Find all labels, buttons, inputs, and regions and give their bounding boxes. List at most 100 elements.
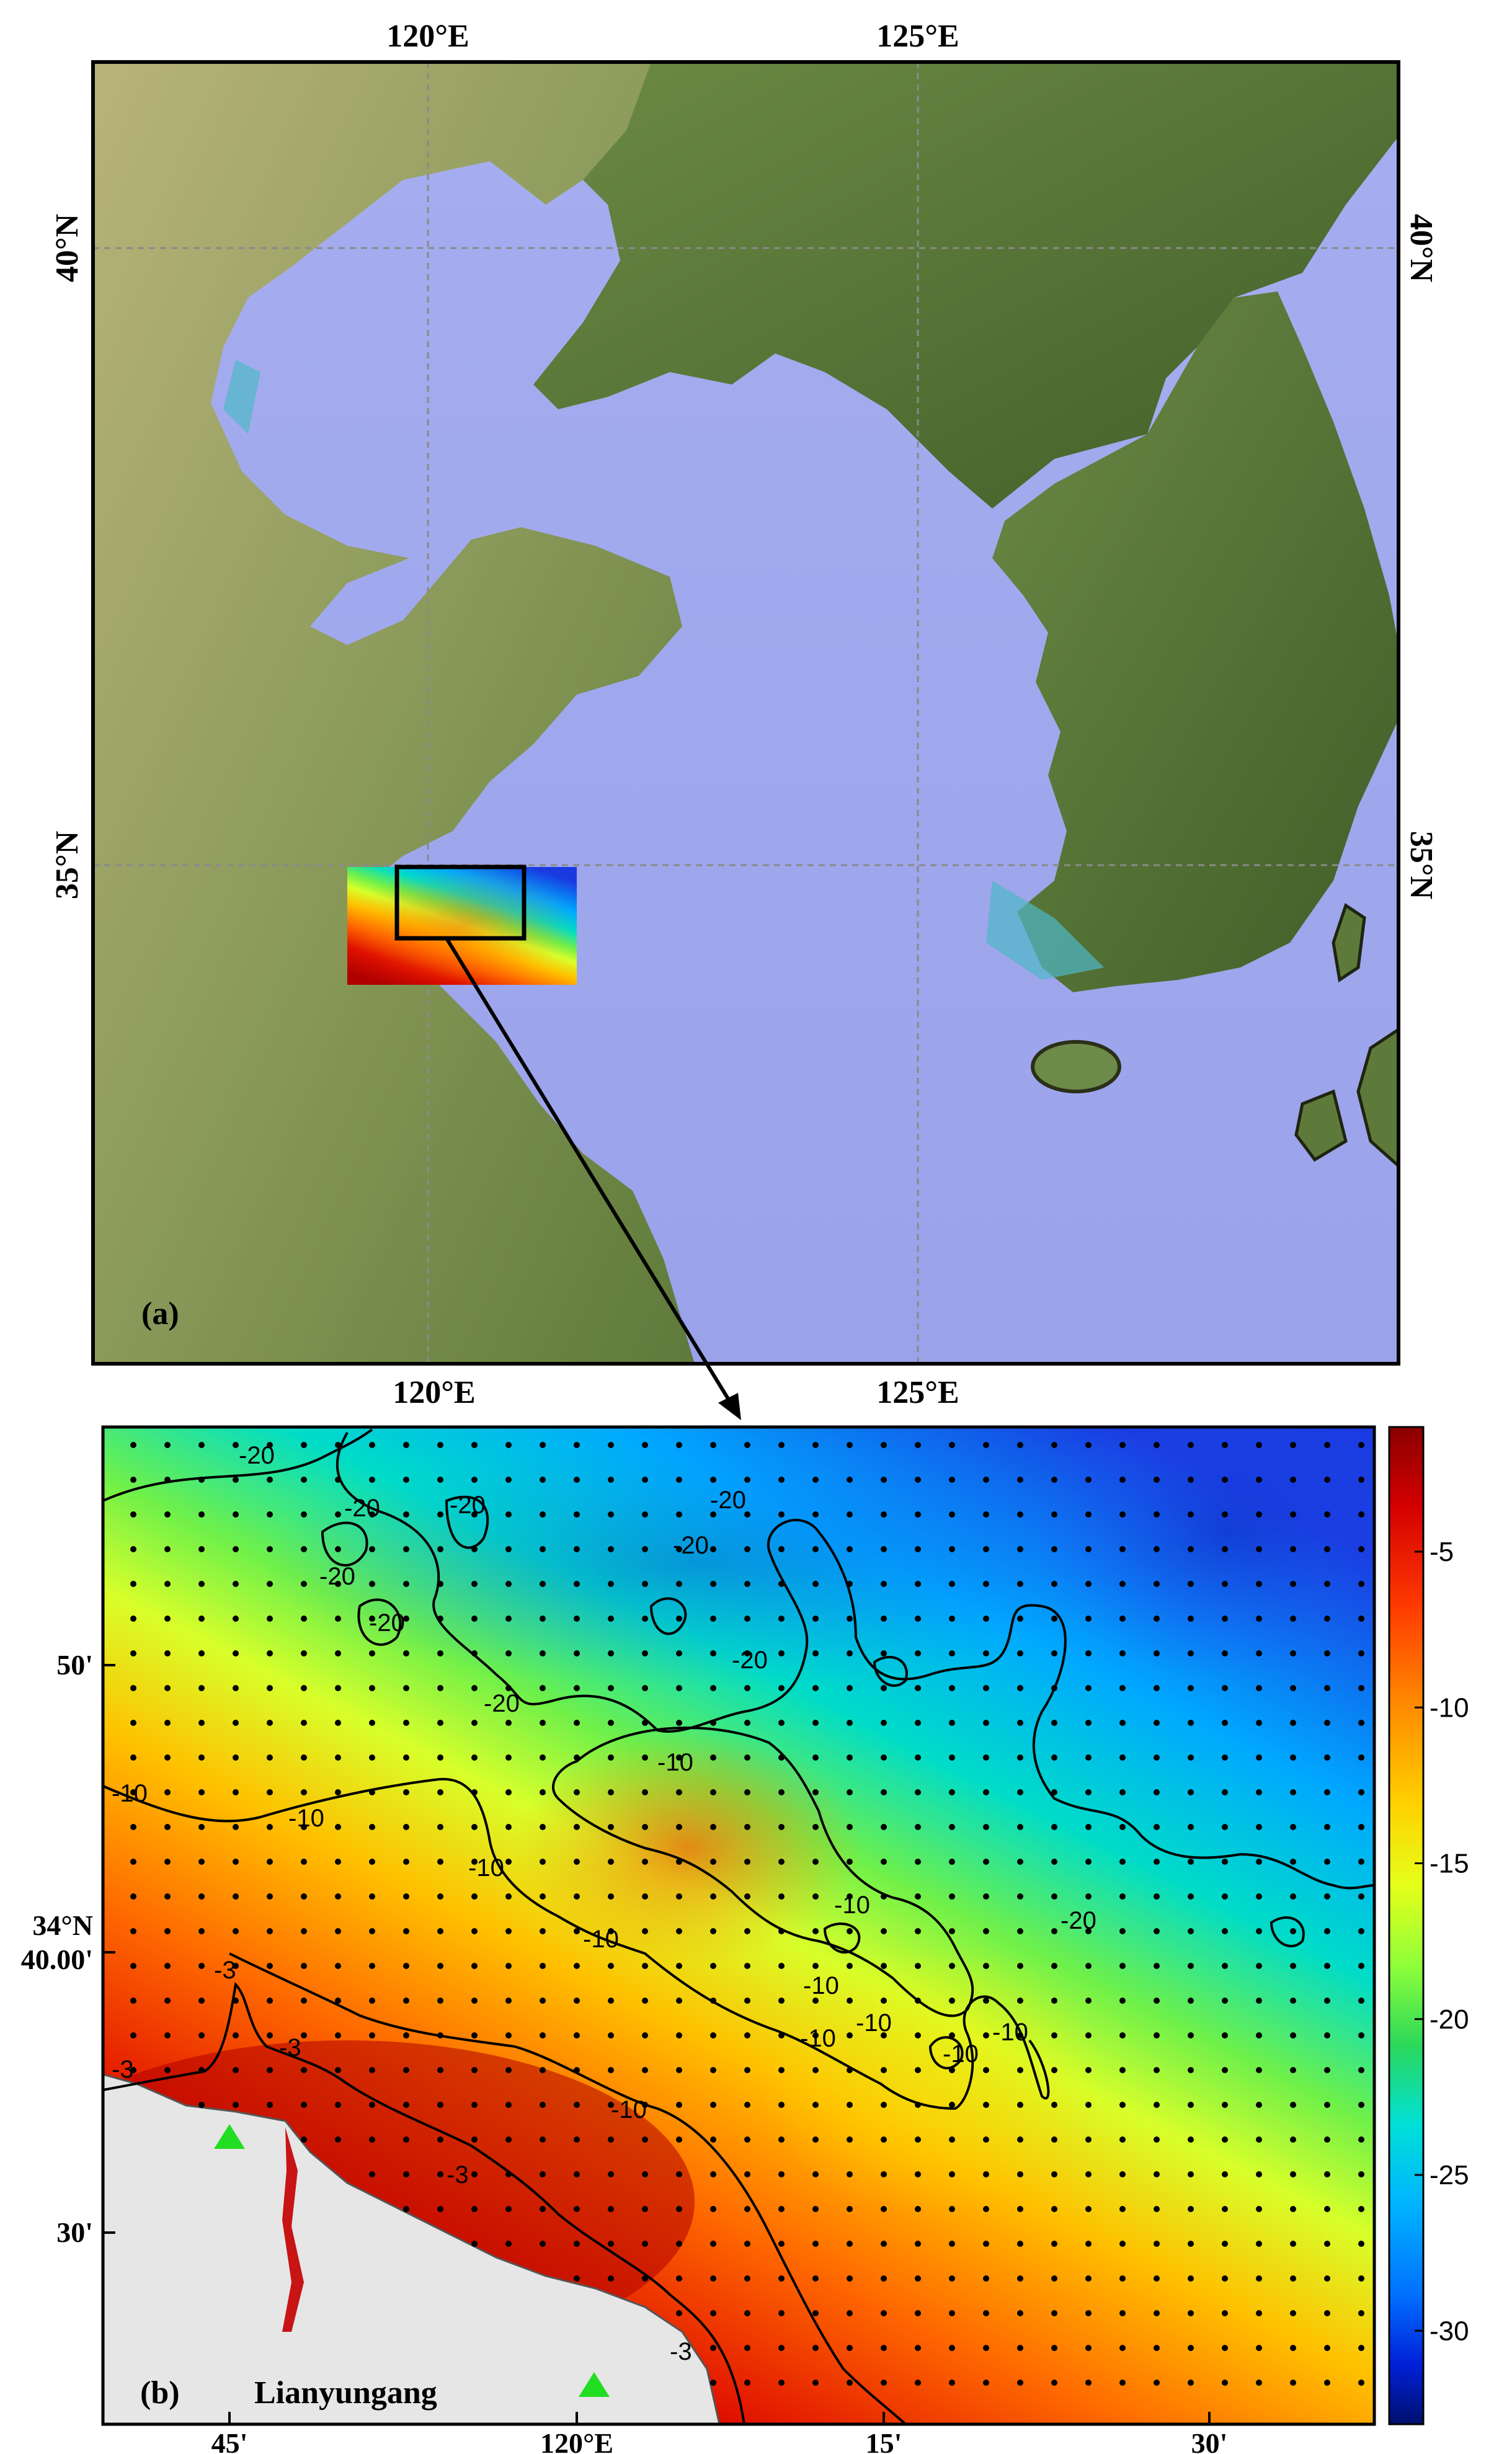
panel-b-map: -20 -20 -20 -20 -20 -20 -20 -20 -20 -20 … (21, 1425, 1376, 2454)
sample-point (1358, 1442, 1364, 1448)
x-tick-15: 15' (866, 2427, 902, 2454)
sample-point (1358, 2345, 1364, 2351)
sample-point (1290, 2032, 1296, 2038)
sample-point (1324, 2275, 1330, 2282)
sample-point (505, 2241, 512, 2247)
sample-point (437, 2171, 443, 2177)
sample-point (812, 1581, 819, 1587)
contour-label: -10 (800, 2025, 836, 2052)
sample-point (949, 1650, 955, 1656)
sample-point (983, 1789, 989, 1795)
sample-point (915, 1442, 921, 1448)
sample-point (437, 1893, 443, 1900)
sample-point (608, 2102, 614, 2108)
sample-point (1119, 1581, 1126, 1587)
sample-point (642, 2067, 648, 2073)
sample-point (710, 1581, 716, 1587)
sample-point (608, 2275, 614, 2282)
sample-point (1222, 1859, 1228, 1865)
sample-point (130, 1511, 136, 1518)
sample-point (915, 1928, 921, 1934)
sample-point (1085, 1824, 1092, 1830)
sample-point (1188, 1546, 1194, 1552)
sample-point (1154, 1720, 1160, 1726)
sample-point (949, 2380, 955, 2386)
sample-point (574, 1650, 580, 1656)
river-channel (282, 2127, 304, 2332)
sample-point (233, 1754, 239, 1761)
sample-point (710, 1789, 716, 1795)
sample-point (130, 1789, 136, 1795)
sample-point (847, 2275, 853, 2282)
sample-point (983, 2310, 989, 2316)
sample-point (1256, 2206, 1262, 2212)
contour-10-south (229, 1952, 907, 2425)
sample-point (301, 2102, 307, 2108)
sample-point (505, 1720, 512, 1726)
sample-point (676, 2102, 682, 2108)
sample-point (1154, 2206, 1160, 2212)
sample-point (915, 2345, 921, 2351)
sample-point (1222, 2206, 1228, 2212)
sample-point (915, 1616, 921, 1622)
contour-20-island-6 (1270, 1916, 1305, 1948)
sample-point (608, 1477, 614, 1483)
sample-point (847, 1893, 853, 1900)
sample-point (676, 1789, 682, 1795)
sample-point (812, 1477, 819, 1483)
land-korea (992, 291, 1399, 992)
sample-point (1324, 2067, 1330, 2073)
sample-point (233, 1442, 239, 1448)
sample-point (233, 1859, 239, 1865)
sample-point (369, 1928, 375, 1934)
sample-point (642, 1511, 648, 1518)
sample-point (1324, 1928, 1330, 1934)
sample-point (403, 1859, 409, 1865)
sample-point (1119, 2067, 1126, 2073)
sample-point (574, 1998, 580, 2004)
sample-point (1085, 1720, 1092, 1726)
sample-point (1222, 1963, 1228, 1969)
sample-point (1256, 1546, 1262, 1552)
sample-point (1154, 1581, 1160, 1587)
sample-point (847, 2345, 853, 2351)
sample-point (164, 2067, 171, 2073)
sample-point (164, 1685, 171, 1691)
sample-point (983, 2171, 989, 2177)
sample-point (1358, 2310, 1364, 2316)
sample-point (437, 1650, 443, 1656)
contour-label: -20 (710, 1487, 746, 1514)
sample-point (642, 1824, 648, 1830)
sample-point (710, 2206, 716, 2212)
sample-point (1358, 1720, 1364, 1726)
sample-point (847, 2171, 853, 2177)
sample-point (1290, 1859, 1296, 1865)
sample-point (915, 1650, 921, 1656)
sample-point (1119, 1477, 1126, 1483)
sample-point (949, 1581, 955, 1587)
sample-point (403, 1754, 409, 1761)
sample-point (1085, 1963, 1092, 1969)
coastal-shallow-2 (986, 881, 1104, 980)
contour-20-island-1 (321, 1521, 368, 1567)
sample-point (233, 1685, 239, 1691)
sample-point (574, 1581, 580, 1587)
sample-point (1324, 1616, 1330, 1622)
sample-point (1290, 2136, 1296, 2143)
sample-point (1222, 1477, 1228, 1483)
sample-point (676, 2310, 682, 2316)
sample-point (335, 1893, 341, 1900)
contour-20-island-5 (873, 1655, 908, 1687)
sample-point (608, 1720, 614, 1726)
right-lat-40: 40°N (1403, 214, 1439, 282)
sample-point (881, 1650, 887, 1656)
sample-point (676, 1824, 682, 1830)
sample-point (983, 1998, 989, 2004)
sample-point (744, 1477, 750, 1483)
sample-point (1051, 1928, 1057, 1934)
sample-point (812, 2380, 819, 2386)
sample-point (233, 2067, 239, 2073)
sample-point (574, 2275, 580, 2282)
sample-point (130, 1650, 136, 1656)
sample-point (1119, 1928, 1126, 1934)
